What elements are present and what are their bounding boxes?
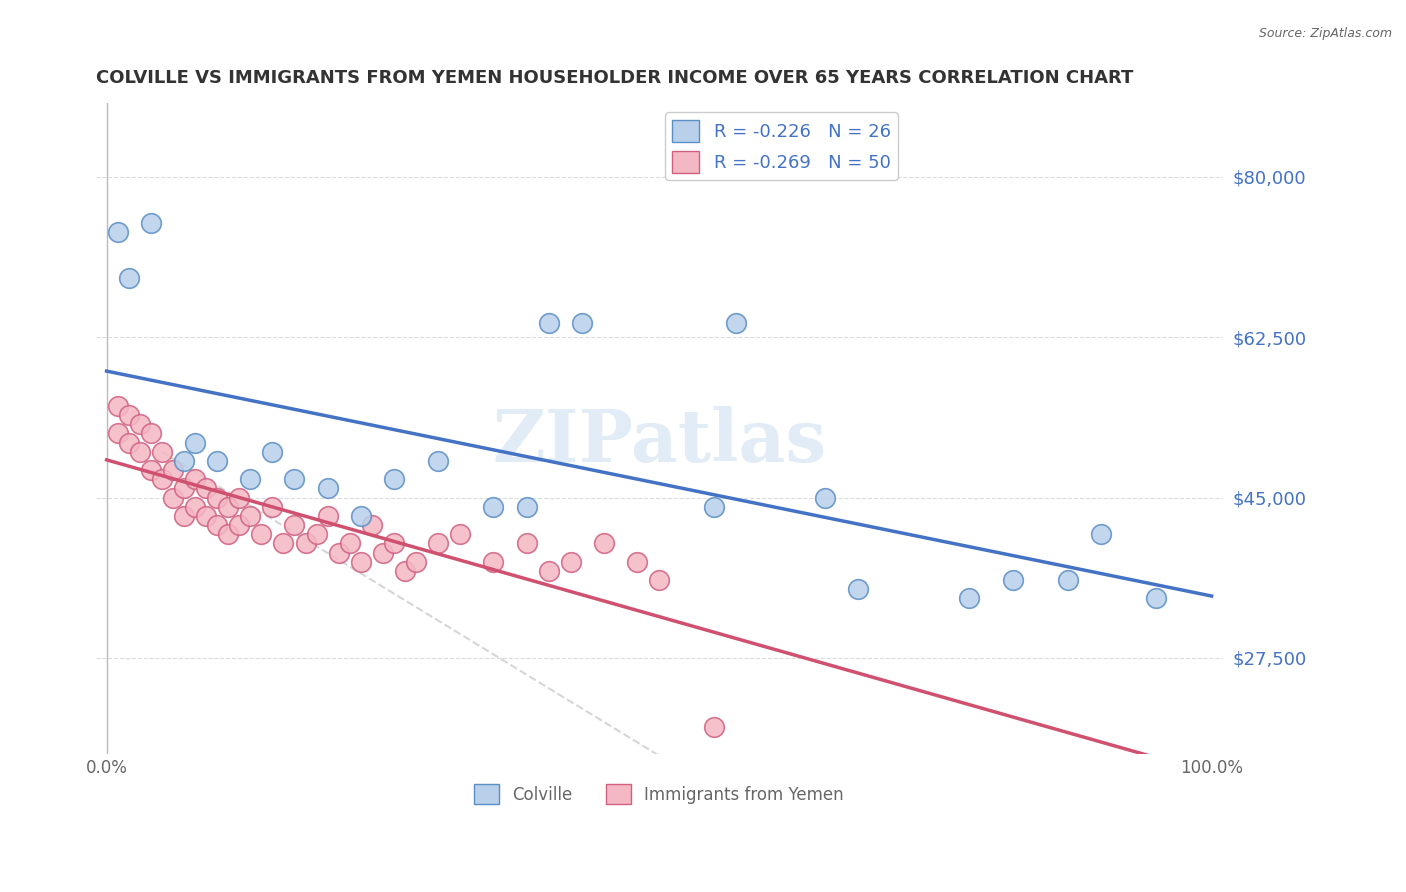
Point [427,454,450,468]
Point [150,444,173,458]
Point [350,508,373,523]
Point [449,527,471,541]
Point [482,500,505,514]
Point [316,508,339,523]
Point [305,527,328,541]
Point [173,481,195,495]
Text: COLVILLE VS IMMIGRANTS FROM YEMEN HOUSEHOLDER INCOME OVER 65 YEARS CORRELATION C: COLVILLE VS IMMIGRANTS FROM YEMEN HOUSEH… [96,69,1133,87]
Text: Source: ZipAtlas.com: Source: ZipAtlas.com [1258,27,1392,40]
Point [262,444,284,458]
Point [184,472,207,486]
Point [239,508,262,523]
Point [350,555,373,569]
Point [360,518,382,533]
Point [592,536,614,550]
Point [228,491,250,505]
Point [162,491,184,505]
Point [217,527,239,541]
Point [273,536,295,550]
Point [515,536,537,550]
Point [118,408,141,422]
Point [262,500,284,514]
Point [560,555,582,569]
Point [205,491,228,505]
Point [482,555,505,569]
Point [150,472,173,486]
Point [427,536,450,550]
Point [107,426,129,441]
Point [846,582,869,597]
Point [139,426,162,441]
Point [128,417,150,432]
Point [184,500,207,514]
Point [162,463,184,477]
Point [250,527,273,541]
Point [128,444,150,458]
Point [1090,527,1112,541]
Point [394,564,416,578]
Point [239,472,262,486]
Point [814,491,837,505]
Point [1001,573,1024,587]
Point [195,481,218,495]
Point [405,555,427,569]
Point [957,591,980,606]
Point [1144,591,1167,606]
Text: ZIPatlas: ZIPatlas [492,406,827,477]
Point [382,472,405,486]
Point [648,573,671,587]
Point [537,564,560,578]
Point [184,435,207,450]
Point [571,317,593,331]
Point [217,500,239,514]
Point [195,508,218,523]
Point [294,536,316,550]
Point [173,508,195,523]
Point [139,215,162,229]
Point [725,317,748,331]
Point [328,545,350,559]
Point [107,399,129,413]
Point [283,518,305,533]
Point [173,454,195,468]
Point [316,481,339,495]
Point [1057,573,1080,587]
Point [382,536,405,550]
Point [283,472,305,486]
Point [139,463,162,477]
Legend: Colville, Immigrants from Yemen: Colville, Immigrants from Yemen [468,777,851,811]
Point [118,270,141,285]
Point [371,545,394,559]
Point [537,317,560,331]
Point [205,518,228,533]
Point [626,555,648,569]
Point [703,720,725,734]
Point [118,435,141,450]
Point [228,518,250,533]
Point [703,500,725,514]
Point [339,536,361,550]
Point [515,500,537,514]
Point [205,454,228,468]
Point [107,225,129,239]
